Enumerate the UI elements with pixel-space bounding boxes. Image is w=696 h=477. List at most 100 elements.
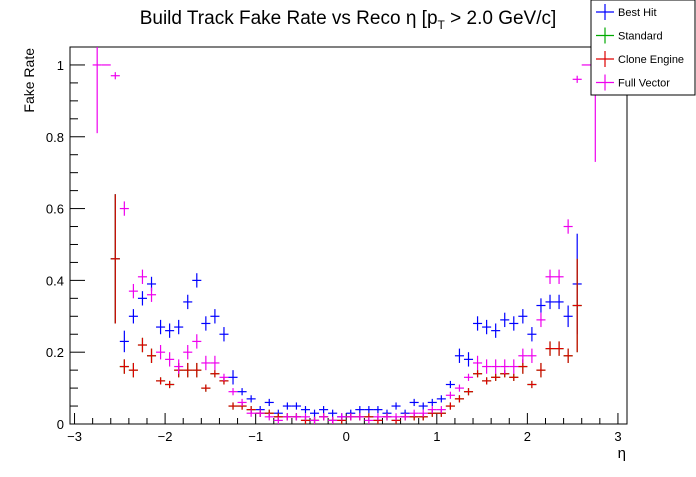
data-point [355,406,365,414]
data-point [300,413,311,421]
data-point [572,75,582,83]
data-point [545,341,555,356]
data-point [563,305,573,328]
data-point [119,359,129,374]
data-point [418,402,428,410]
data-point [282,402,292,410]
data-point [328,416,338,424]
data-point [310,409,320,417]
data-points [92,47,600,424]
data-point [518,348,528,363]
data-point [128,309,138,324]
x-tick-label: 0 [343,429,350,444]
data-point [291,402,301,410]
data-point [482,377,492,385]
x-tick-label: 3 [614,429,621,444]
data-point [500,359,510,374]
data-point [509,316,519,331]
y-tick-label: 0.8 [46,130,64,145]
data-point [165,380,175,389]
data-point [273,416,283,424]
legend-entry: Standard [596,27,663,44]
data-point [156,377,166,385]
y-tick-label: 1 [57,58,64,73]
chart-title-subscript: T [438,18,446,32]
data-point [364,406,374,414]
data-point [500,312,510,328]
data-point [391,413,401,421]
data-point [509,359,519,374]
data-point [264,398,274,407]
x-tick-label: 1 [433,429,440,444]
data-point [527,380,537,389]
data-point [146,348,157,363]
data-point [545,294,555,310]
data-point [174,319,184,335]
data-point [536,362,546,378]
data-point [409,398,419,407]
chart-title-tail: > 2.0 GeV/c] [445,8,556,29]
data-point [137,291,147,306]
data-point [527,327,537,342]
data-point [563,219,573,234]
data-point [264,413,274,421]
data-point [165,323,175,338]
data-point [427,398,437,407]
data-point [92,47,102,134]
data-point [110,194,120,324]
data-point [509,373,519,381]
data-point [373,413,383,421]
data-point [137,269,147,284]
legend-entry: Best Hit [596,4,657,20]
data-point [219,327,229,342]
data-point [246,395,256,403]
data-point [183,362,193,378]
data-point [355,413,365,421]
data-point [545,269,555,284]
data-point [554,269,564,284]
x-tick-label: −2 [158,429,173,444]
data-point [427,406,437,414]
data-point [454,395,464,403]
data-point [146,287,157,302]
data-point [473,355,483,371]
data-point [255,409,265,417]
legend-box [590,0,696,96]
data-point [572,258,582,353]
data-point [491,359,501,374]
legend-label: Standard [618,31,663,43]
chart-title: Build Track Fake Rate vs Reco η [pT > 2.… [140,8,557,32]
data-point [165,352,175,367]
data-point [228,370,238,385]
series-full-vector [92,47,600,424]
data-point [328,409,338,417]
data-point [491,373,501,381]
data-point [210,309,220,324]
data-point [536,312,546,328]
data-point [382,413,392,421]
data-point [436,395,446,403]
data-point [463,352,474,367]
data-point [110,72,120,80]
data-point [527,348,537,363]
data-point [364,416,374,424]
data-point [201,355,211,371]
x-tick-label: −1 [248,429,263,444]
y-tick-label: 0 [57,417,64,432]
data-point [282,413,292,421]
data-point [463,373,474,381]
data-point [554,341,564,356]
data-point [518,309,528,324]
data-point [491,323,501,338]
data-point [128,362,138,378]
data-point [454,384,464,392]
data-point [228,388,238,396]
data-point [192,334,202,349]
x-tick-label: −3 [67,429,82,444]
x-axis-label: η [618,445,626,462]
data-point [391,402,401,410]
data-point [128,283,138,299]
data-point [210,355,220,371]
